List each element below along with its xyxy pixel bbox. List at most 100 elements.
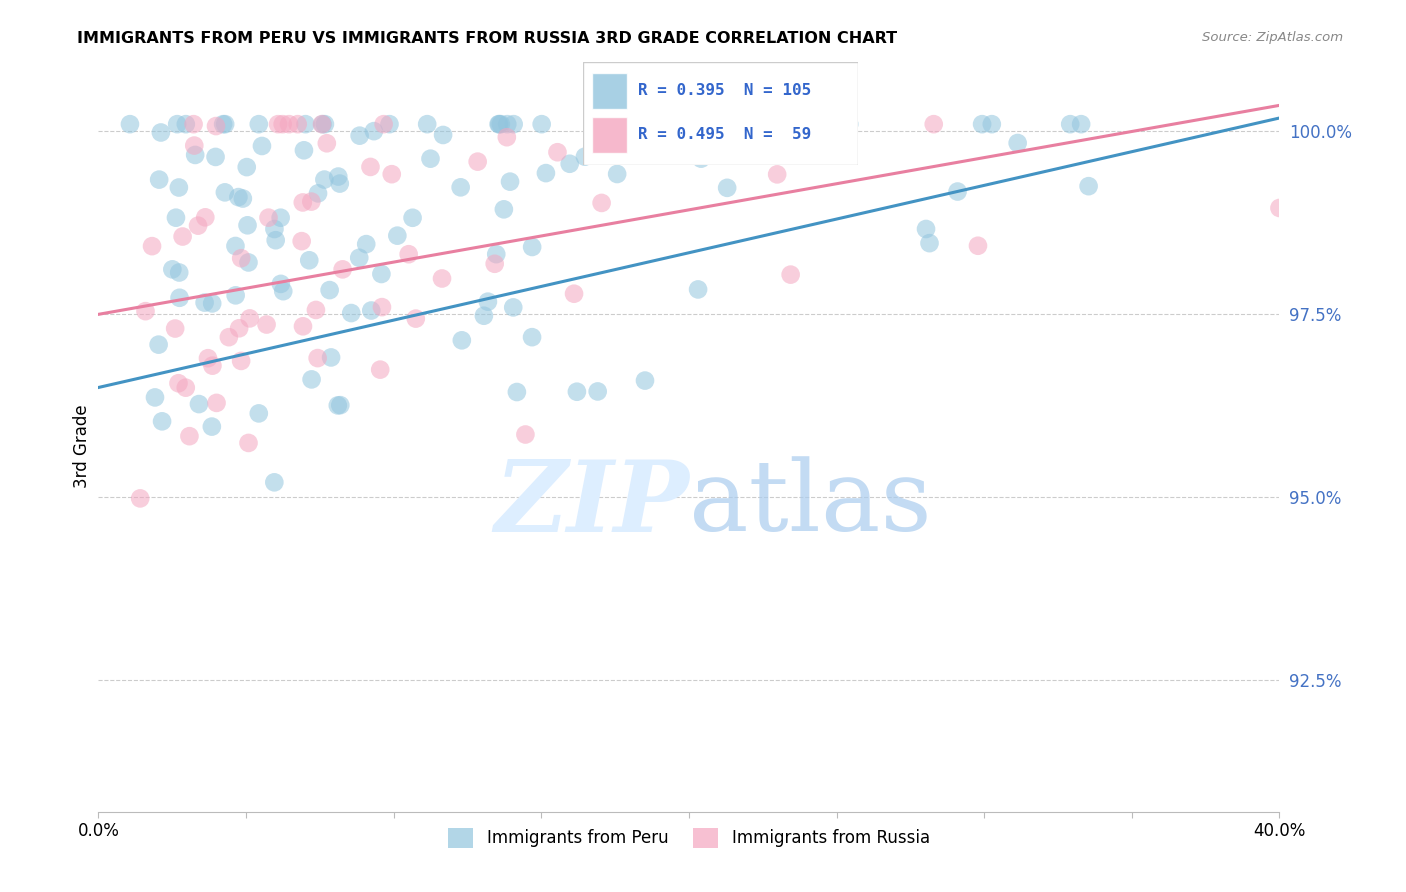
Point bbox=[502, 301, 524, 315]
Point bbox=[263, 475, 285, 490]
Point bbox=[332, 262, 354, 277]
Point bbox=[235, 160, 257, 174]
Point bbox=[184, 148, 207, 162]
Point bbox=[1007, 136, 1029, 150]
Point bbox=[328, 169, 350, 184]
Point bbox=[256, 318, 278, 332]
Point bbox=[165, 211, 187, 225]
Point bbox=[922, 117, 945, 131]
Bar bbox=[592, 73, 627, 109]
Point bbox=[634, 374, 657, 388]
Point bbox=[167, 180, 190, 194]
Point bbox=[214, 186, 236, 200]
Point bbox=[231, 251, 253, 265]
Text: Source: ZipAtlas.com: Source: ZipAtlas.com bbox=[1202, 31, 1343, 45]
Point bbox=[247, 406, 270, 420]
Point bbox=[606, 167, 628, 181]
Point bbox=[558, 157, 581, 171]
Point bbox=[201, 359, 224, 373]
Point bbox=[329, 177, 352, 191]
Point bbox=[214, 117, 236, 131]
Point bbox=[294, 117, 316, 131]
Point bbox=[118, 117, 141, 131]
Point bbox=[591, 195, 613, 210]
Point bbox=[378, 117, 401, 131]
Point bbox=[432, 128, 454, 142]
Text: R = 0.495  N =  59: R = 0.495 N = 59 bbox=[638, 128, 811, 142]
Point bbox=[167, 376, 190, 391]
Point bbox=[368, 362, 391, 376]
Point bbox=[165, 321, 187, 335]
Point bbox=[201, 419, 224, 434]
Point bbox=[141, 239, 163, 253]
Point bbox=[187, 219, 209, 233]
Point bbox=[166, 117, 188, 131]
Point bbox=[149, 126, 172, 140]
Text: ZIP: ZIP bbox=[494, 457, 689, 553]
Point bbox=[496, 117, 519, 131]
Point bbox=[162, 262, 184, 277]
Point bbox=[291, 234, 314, 248]
Point bbox=[329, 398, 352, 412]
Point bbox=[749, 117, 772, 131]
Point bbox=[499, 175, 522, 189]
Point bbox=[228, 321, 250, 335]
Point bbox=[239, 311, 262, 326]
Point bbox=[169, 291, 191, 305]
Point bbox=[188, 397, 211, 411]
Point bbox=[271, 117, 294, 131]
Point bbox=[495, 130, 517, 145]
Point bbox=[218, 330, 240, 344]
Point bbox=[349, 251, 371, 265]
Point bbox=[359, 160, 381, 174]
Point bbox=[398, 247, 420, 261]
Point bbox=[450, 334, 472, 348]
Point bbox=[183, 117, 205, 131]
Point bbox=[311, 117, 333, 131]
Point bbox=[716, 181, 738, 195]
Point bbox=[430, 271, 453, 285]
Point bbox=[299, 194, 322, 209]
Point bbox=[515, 427, 537, 442]
Point bbox=[530, 117, 553, 131]
Point bbox=[201, 296, 224, 310]
Point bbox=[264, 233, 287, 247]
Point bbox=[485, 247, 508, 261]
Point bbox=[291, 195, 314, 210]
Point bbox=[373, 117, 395, 131]
Point bbox=[174, 381, 197, 395]
Point bbox=[489, 117, 512, 131]
Point bbox=[150, 414, 173, 428]
Point bbox=[305, 302, 328, 317]
Point bbox=[229, 354, 252, 368]
Point bbox=[271, 284, 294, 298]
Point bbox=[291, 319, 314, 334]
Point bbox=[263, 222, 285, 236]
Point bbox=[980, 117, 1002, 131]
Point bbox=[387, 228, 409, 243]
Point bbox=[484, 257, 506, 271]
Point bbox=[228, 190, 250, 204]
Point bbox=[363, 124, 385, 138]
Point bbox=[520, 240, 543, 254]
Point bbox=[488, 117, 510, 131]
Point bbox=[354, 237, 377, 252]
Point bbox=[349, 128, 371, 143]
Point bbox=[370, 267, 392, 281]
Point bbox=[307, 186, 329, 201]
Point bbox=[225, 288, 247, 302]
Point bbox=[520, 330, 543, 344]
FancyBboxPatch shape bbox=[583, 62, 858, 165]
Point bbox=[197, 351, 219, 366]
Point bbox=[315, 136, 337, 151]
Point bbox=[838, 117, 860, 131]
Point bbox=[148, 172, 170, 186]
Point bbox=[267, 117, 290, 131]
Point bbox=[278, 117, 301, 131]
Point bbox=[1070, 117, 1092, 131]
Point bbox=[918, 236, 941, 251]
Point bbox=[307, 351, 329, 365]
Point bbox=[270, 211, 292, 225]
Point bbox=[1268, 201, 1291, 215]
Point bbox=[492, 202, 515, 217]
